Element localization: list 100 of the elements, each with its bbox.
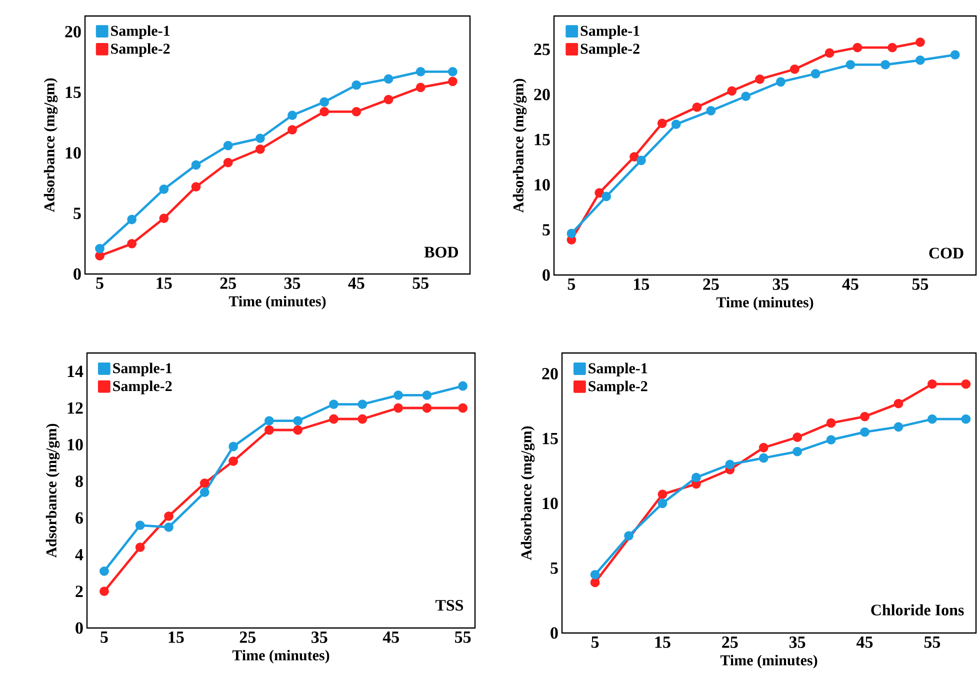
point xyxy=(894,422,904,432)
point xyxy=(223,158,233,168)
y-tick-label: 5 xyxy=(74,208,81,220)
point xyxy=(590,570,600,580)
point xyxy=(826,418,836,428)
y-tick-label: 20 xyxy=(534,88,550,100)
point xyxy=(826,435,836,445)
y-tick-label: 10 xyxy=(66,147,81,159)
legend-label: Sample-1 xyxy=(113,362,172,376)
x-tick-label: 25 xyxy=(722,636,738,648)
legend-label: Sample-2 xyxy=(580,43,640,57)
point xyxy=(228,442,238,452)
legend-label: Sample-2 xyxy=(113,380,172,394)
point xyxy=(657,118,667,128)
x-tick-label: 25 xyxy=(703,278,719,290)
x-tick-label: 5 xyxy=(591,636,599,648)
point xyxy=(135,520,145,530)
point xyxy=(264,425,274,435)
point xyxy=(384,94,394,104)
point xyxy=(852,42,862,52)
point xyxy=(810,69,820,78)
point xyxy=(624,531,634,540)
legend-label: Sample-1 xyxy=(111,25,170,39)
x-tick-label: 55 xyxy=(454,632,471,643)
text: Chloride Ions xyxy=(871,604,964,616)
point xyxy=(200,478,210,488)
point xyxy=(961,414,971,424)
y-axis-title: Adsorbance (mg/gm) xyxy=(520,426,535,560)
y-tick-label: 14 xyxy=(68,366,84,377)
point xyxy=(329,400,338,410)
point xyxy=(159,184,169,194)
legend-label: Sample-1 xyxy=(588,362,648,376)
point xyxy=(725,460,735,470)
x-tick-label: 35 xyxy=(284,278,300,289)
point xyxy=(422,390,432,400)
x-tick-label: 25 xyxy=(240,632,256,643)
point xyxy=(950,50,960,60)
point xyxy=(384,74,394,84)
point xyxy=(880,60,890,70)
point xyxy=(358,400,368,410)
point xyxy=(658,498,668,508)
point xyxy=(916,56,925,65)
legend-label: Sample-2 xyxy=(111,43,170,57)
point xyxy=(100,586,109,596)
y-tick-label: 10 xyxy=(68,438,83,450)
point xyxy=(200,488,210,498)
x-tick-label: 15 xyxy=(156,278,172,289)
y-tick-label: 25 xyxy=(534,44,550,56)
point xyxy=(566,228,576,238)
point xyxy=(860,412,870,422)
point xyxy=(458,381,468,391)
point xyxy=(394,390,403,400)
point xyxy=(636,156,646,166)
legend-label: Sample-2 xyxy=(588,380,648,394)
text: COD xyxy=(929,248,964,259)
point xyxy=(755,74,764,84)
y-tick-label: 0 xyxy=(74,268,81,280)
x-tick-label: 15 xyxy=(168,632,184,643)
point xyxy=(288,110,297,120)
point xyxy=(630,152,639,162)
x-axis-title: Time (minutes) xyxy=(720,654,818,668)
x-tick-label: 35 xyxy=(312,632,328,643)
y-axis-title: Adsorbance (mg/gm) xyxy=(44,78,58,212)
y-tick-label: 5 xyxy=(550,562,558,574)
point xyxy=(671,120,681,129)
x-tick-label: 55 xyxy=(912,278,928,290)
point xyxy=(320,97,330,107)
x-axis-title: Time (minutes) xyxy=(228,296,326,310)
point xyxy=(727,86,737,96)
y-tick-label: 15 xyxy=(66,86,81,98)
point xyxy=(358,414,368,424)
point xyxy=(127,214,137,224)
point xyxy=(191,182,201,192)
point xyxy=(422,403,432,413)
point xyxy=(100,566,109,576)
point xyxy=(329,414,338,424)
x-tick-label: 35 xyxy=(772,278,789,290)
y-tick-label: 8 xyxy=(76,476,83,488)
point xyxy=(758,453,768,463)
point xyxy=(888,42,898,52)
point xyxy=(776,77,786,87)
point xyxy=(927,414,937,424)
x-tick-label: 15 xyxy=(634,278,650,290)
x-tick-label: 55 xyxy=(412,278,428,289)
text: TSS xyxy=(435,600,464,611)
y-axis-title: Adsorbance (mg/gm) xyxy=(512,78,527,213)
x-tick-label: 45 xyxy=(348,278,364,289)
point xyxy=(164,522,174,532)
point xyxy=(860,427,870,437)
y-tick-label: 15 xyxy=(534,134,550,146)
text: BOD xyxy=(424,246,458,258)
point xyxy=(594,188,604,198)
point xyxy=(658,490,668,499)
y-tick-label: 4 xyxy=(75,549,84,560)
point xyxy=(293,425,303,435)
point xyxy=(741,92,751,102)
point xyxy=(223,140,233,150)
x-tick-label: 45 xyxy=(842,278,858,290)
x-axis-title: Time (minutes) xyxy=(232,650,330,664)
point xyxy=(159,214,169,223)
